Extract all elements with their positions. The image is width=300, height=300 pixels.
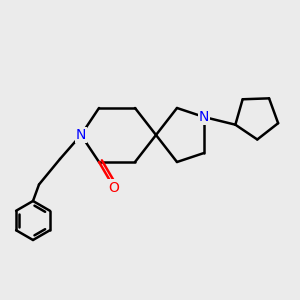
Text: N: N: [199, 110, 209, 124]
Text: N: N: [76, 128, 86, 142]
Text: O: O: [109, 181, 119, 194]
